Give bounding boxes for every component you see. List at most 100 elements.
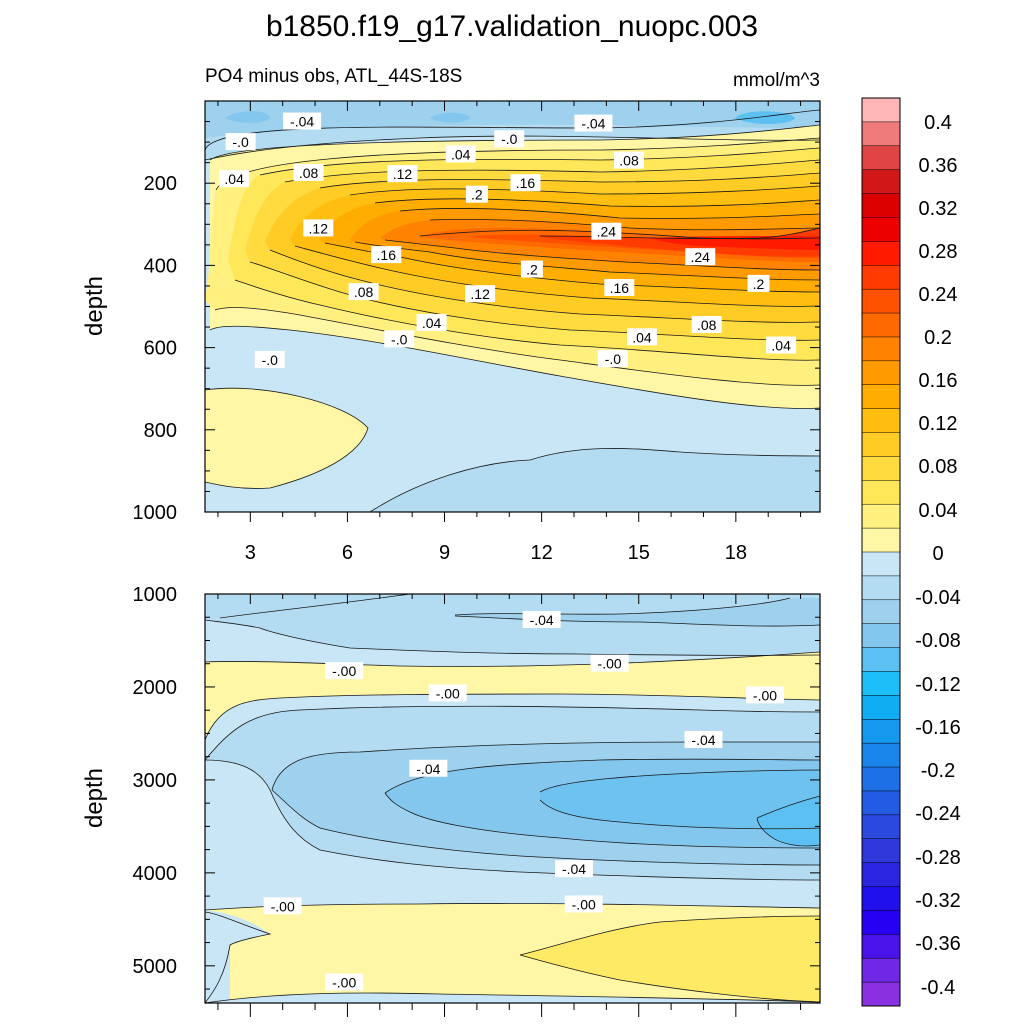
- contour-label: -.00: [745, 686, 784, 704]
- colorbar-swatch: [862, 934, 900, 959]
- colorbar-swatch: [862, 456, 900, 481]
- contour-label: .12: [387, 165, 418, 183]
- contour-label-bg: [745, 686, 784, 704]
- contour-label: -.0: [494, 130, 525, 148]
- y-tick-label: 4000: [133, 863, 178, 885]
- colorbar-swatch: [862, 480, 900, 505]
- contour-label: -.00: [263, 897, 302, 915]
- colorbar-swatch: [862, 599, 900, 625]
- colorbar-swatch: [862, 790, 900, 816]
- x-tick-label: 12: [531, 542, 553, 564]
- contour-label-text: -.00: [753, 687, 777, 703]
- contour-label-bg: [520, 260, 543, 278]
- contour-label-text: -.0: [262, 352, 279, 368]
- colorbar-label: 0: [932, 543, 943, 565]
- contour-label: -.00: [325, 662, 364, 680]
- lower-y-axis-label: depth: [81, 768, 108, 828]
- contour-label: -.00: [590, 654, 629, 672]
- contour-label-bg: [263, 897, 302, 915]
- upper-panel: -.04 -.04-.0 -.0.04.08.04.08.12.16.2.12.24…: [81, 100, 821, 564]
- contour-label-text: -.04: [290, 114, 314, 130]
- colorbar-swatch: [862, 384, 900, 410]
- contour-label-text: -.00: [572, 896, 596, 912]
- colorbar-swatch: [862, 886, 900, 911]
- colorbar-swatch: [862, 623, 900, 649]
- contour-label-bg: [684, 730, 723, 748]
- contour-label-text: .08: [697, 317, 717, 333]
- contour-label: .2: [520, 260, 543, 278]
- contour-label-bg: [303, 219, 334, 237]
- contour-label: .12: [465, 285, 496, 303]
- contour-label-bg: [384, 330, 415, 348]
- contour-label: .2: [465, 185, 488, 203]
- contour-label-bg: [219, 170, 250, 188]
- lower-panel: -.04 -.00 -.00 -.00 -.00 -.04 -.04 -.04 -.00 -.00…: [81, 584, 821, 1017]
- colorbar-swatch: [862, 647, 900, 672]
- contour-label-bg: [591, 222, 622, 240]
- contour-label-text: .24: [597, 224, 617, 240]
- contour-label-text: .04: [632, 329, 652, 345]
- colorbar-swatch: [862, 671, 900, 696]
- colorbar-label: -0.4: [921, 977, 955, 999]
- contour-label-text: -.00: [436, 685, 460, 701]
- contour-label-bg: [766, 336, 797, 354]
- contour-label: .08: [293, 163, 324, 181]
- contour-label-bg: [626, 328, 657, 346]
- contour-label-bg: [325, 662, 364, 680]
- contour-label: -.00: [428, 684, 467, 702]
- colorbar-label: -0.32: [915, 890, 961, 912]
- colorbar-swatch: [862, 432, 900, 457]
- contour-label: .04: [219, 170, 250, 188]
- contour-label-bg: [522, 611, 561, 629]
- lower-contour-lines: [205, 594, 820, 1003]
- colorbar-label: 0.36: [919, 155, 958, 177]
- contour-label-text: .2: [471, 187, 483, 203]
- colorbar-swatch: [862, 336, 900, 362]
- colorbar-swatch: [862, 982, 900, 1007]
- lower-contour-labels: -.04 -.00 -.00 -.00 -.00 -.04 -.04 -.04 -.00 -.00…: [263, 611, 784, 991]
- contour-label: .04: [766, 336, 797, 354]
- contour-label-bg: [685, 248, 716, 266]
- colorbar-swatch: [862, 408, 900, 434]
- contour-label-bg: [494, 130, 525, 148]
- y-tick-label: 5000: [133, 956, 178, 978]
- contour-label-bg: [409, 759, 448, 777]
- colorbar-label: 0.24: [919, 284, 958, 306]
- upper-tick-labels: 200 400 600 800 1000 3 6 9 12 15 18: [133, 173, 747, 564]
- colorbar-label: 0.08: [919, 456, 958, 478]
- contour-label-bg: [510, 174, 541, 192]
- colorbar-swatches: [862, 98, 900, 1007]
- colorbar-label: 0.32: [919, 198, 958, 220]
- contour-label: .16: [604, 279, 635, 297]
- colorbar-label: 0.2: [924, 327, 952, 349]
- contour-label-bg: [747, 274, 770, 292]
- colorbar-labels: 0.4 0.36 0.32 0.28 0.24 0.2 0.16 0.12 0.08 0.04 0 -…: [915, 112, 961, 999]
- colorbar-swatch: [862, 360, 900, 386]
- upper-ticks: [205, 100, 820, 522]
- colorbar-swatch: [862, 528, 900, 553]
- contour-label-bg: [564, 895, 603, 913]
- colorbar-label: -0.28: [915, 847, 961, 869]
- colorbar-swatch: [862, 289, 900, 314]
- y-tick-label: 800: [144, 420, 177, 442]
- colorbar-swatch: [862, 958, 900, 983]
- y-tick-label: 400: [144, 255, 177, 277]
- contour-label: -.0: [225, 133, 256, 151]
- contour-label: .16: [371, 246, 402, 264]
- contour-label-bg: [254, 350, 285, 368]
- contour-label-text: -.04: [581, 116, 605, 132]
- contour-label: .2: [747, 274, 770, 292]
- contour-label-bg: [604, 279, 635, 297]
- colorbar-swatch: [862, 743, 900, 768]
- contour-label-bg: [416, 313, 447, 331]
- upper-contour-lines: [205, 109, 820, 512]
- lower-tick-labels: 1000 2000 3000 4000 5000: [133, 584, 178, 978]
- contour-label-text: -.00: [271, 898, 295, 914]
- contour-label-text: .2: [526, 262, 538, 278]
- contour-label: .04: [445, 145, 476, 163]
- contour-label-bg: [555, 860, 593, 878]
- contour-label: -.04: [574, 114, 613, 132]
- contour-label: .04: [626, 328, 657, 346]
- contour-label-bg: [597, 350, 628, 368]
- colorbar-swatch: [862, 193, 900, 218]
